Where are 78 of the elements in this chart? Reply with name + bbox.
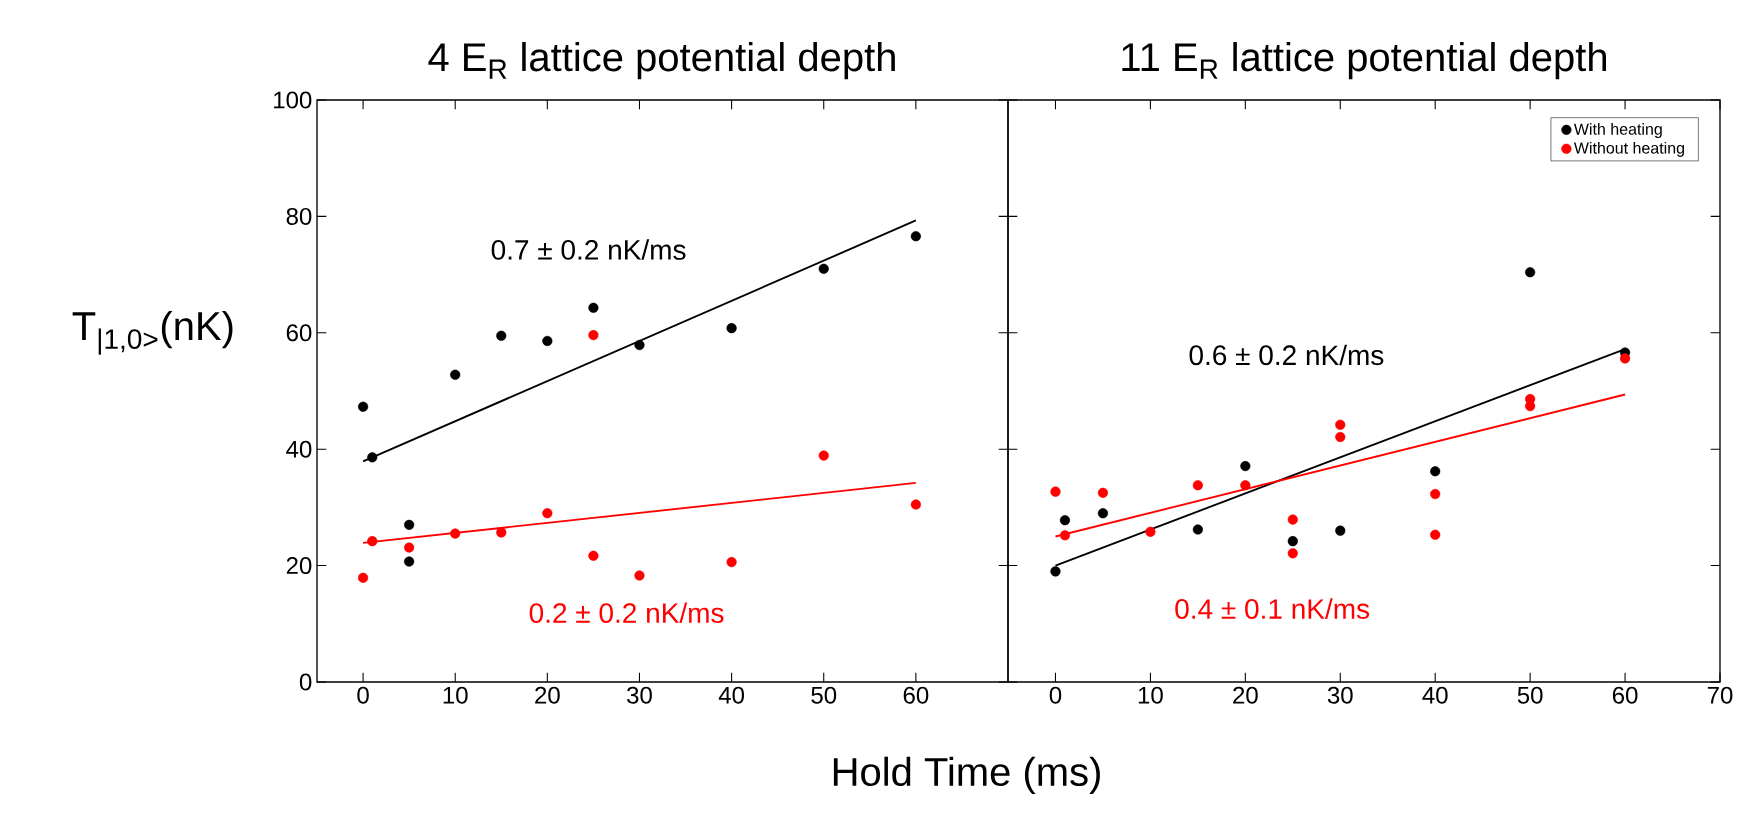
point: [450, 528, 461, 539]
point: [1287, 514, 1298, 525]
point: [1335, 419, 1346, 430]
y-tick-label: 0: [299, 673, 312, 691]
point: [588, 550, 599, 561]
x-tick-label: 10: [443, 686, 468, 704]
point: [1192, 524, 1203, 535]
y-axis-title: T$_{|1,0>}$(nK): [72, 310, 233, 355]
point: [910, 499, 921, 510]
x-tick-label: 20: [1233, 686, 1258, 704]
point: [588, 330, 599, 341]
point: [1430, 529, 1441, 540]
chart-title: 11 E$_{R}$ lattice potential depth: [1122, 42, 1607, 80]
x-tick-label: 60: [1612, 686, 1638, 704]
x-tick-label: 60: [903, 686, 929, 704]
x-tick-label: 50: [811, 686, 837, 704]
point: [1097, 508, 1109, 519]
x-tick-label: 30: [627, 686, 652, 704]
x-tick-label: 70: [1707, 686, 1733, 704]
y-tick-label: 60: [286, 324, 312, 342]
x-axis-title: Hold Time (ms): [833, 756, 1100, 794]
chart-title: 4 E$_{R}$ lattice potential depth: [428, 42, 895, 80]
point: [404, 519, 415, 530]
x-tick-label: 30: [1327, 686, 1353, 704]
point: [404, 542, 415, 553]
point: [1619, 353, 1631, 364]
point: [367, 536, 378, 547]
point: [634, 339, 645, 351]
point: [1059, 515, 1071, 526]
point: [404, 556, 415, 567]
point: [910, 231, 921, 242]
legend-label: With heating: [1573, 123, 1662, 138]
point: [1525, 401, 1536, 412]
point: [542, 335, 553, 346]
x-tick-label: 50: [1517, 686, 1543, 704]
legend-label: Without heating: [1573, 141, 1684, 157]
annotation: 0.4 ± 0.1 nK/ms: [1175, 598, 1370, 619]
point: [367, 452, 378, 463]
point: [1287, 536, 1298, 547]
point: [1145, 526, 1156, 537]
point: [1050, 566, 1061, 577]
y-tick-label: 100: [274, 91, 312, 109]
point: [1335, 431, 1346, 443]
point: [726, 557, 737, 568]
point: [450, 369, 461, 380]
point: [1287, 548, 1298, 559]
point: [1050, 486, 1061, 497]
point: [726, 323, 737, 334]
x-tick-label: 0: [1049, 686, 1062, 704]
x-tick-label: 40: [1422, 686, 1448, 704]
x-tick-label: 20: [535, 686, 560, 704]
point: [496, 527, 507, 538]
point: [358, 572, 369, 583]
point: [1240, 461, 1251, 472]
annotation: 0.7 ± 0.2 nK/ms: [491, 239, 686, 260]
point: [496, 330, 507, 341]
y-tick-label: 40: [286, 440, 312, 458]
point: [542, 508, 553, 519]
point: [1192, 480, 1203, 491]
point: [1097, 487, 1109, 498]
x-tick-label: 0: [357, 686, 369, 704]
annotation: 0.6 ± 0.2 nK/ms: [1189, 344, 1384, 366]
point: [1059, 530, 1071, 541]
point: [1430, 466, 1441, 477]
x-tick-label: 10: [1138, 686, 1163, 704]
point: [818, 450, 829, 461]
point: [1525, 267, 1536, 278]
point: [588, 302, 599, 313]
point: [1240, 480, 1251, 491]
y-tick-label: 20: [286, 557, 312, 575]
x-tick-label: 40: [718, 686, 745, 704]
point: [1430, 488, 1441, 500]
point: [358, 401, 369, 412]
point: [1335, 525, 1346, 536]
point: [634, 570, 645, 581]
y-tick-label: 80: [286, 207, 312, 225]
annotation: 0.2 ± 0.2 nK/ms: [529, 602, 724, 624]
point: [818, 263, 829, 274]
